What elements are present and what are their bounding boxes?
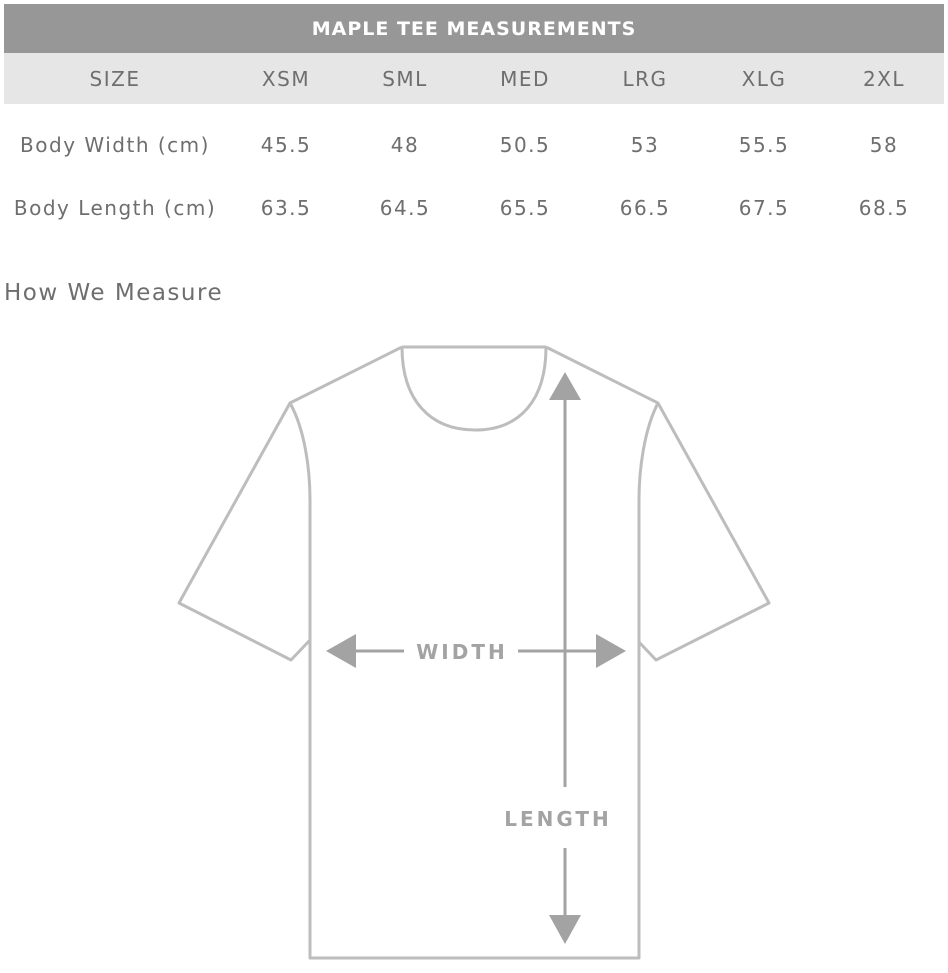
row-label: Body Length (cm): [13, 196, 217, 220]
cell-value: XLG: [741, 66, 787, 91]
arrow-down-icon: [549, 915, 581, 944]
arrow-up-icon: [549, 372, 581, 400]
length-arrow: [549, 372, 581, 944]
cell-value: 53: [630, 133, 660, 157]
arrow-right-icon: [596, 634, 626, 668]
width-label: WIDTH: [416, 640, 507, 664]
cell-value: SML: [382, 66, 428, 91]
cell-value: XSM: [261, 66, 311, 91]
cell-value: MED: [500, 66, 550, 91]
cell-value: 58: [869, 133, 899, 157]
cell-value: LRG: [622, 66, 668, 91]
table-title: MAPLE TEE MEASUREMENTS: [4, 4, 944, 53]
cell-value: 55.5: [738, 133, 790, 157]
row-label: Body Width (cm): [20, 133, 210, 157]
length-label: LENGTH: [504, 807, 612, 831]
t-shirt-outline-icon: [177, 345, 771, 960]
cell-value: 45.5: [260, 133, 312, 157]
cell-value: 63.5: [260, 196, 312, 220]
cell-value: 66.5: [619, 196, 671, 220]
size-header-row: SIZE XSM SML MED LRG XLG 2XL: [4, 53, 944, 104]
cell-value: 64.5: [379, 196, 431, 220]
arrow-left-icon: [326, 634, 356, 668]
row-label: SIZE: [89, 66, 141, 91]
table-row: Body Length (cm) 63.5 64.5 65.5 66.5 67.5 68.5: [4, 183, 944, 233]
table-row: Body Width (cm) 45.5 48 50.5 53 55.5 58: [4, 120, 944, 170]
how-we-measure-heading: How We Measure: [4, 280, 224, 306]
width-arrow: [326, 634, 626, 668]
cell-value: 67.5: [738, 196, 790, 220]
cell-value: 68.5: [858, 196, 910, 220]
cell-value: 50.5: [499, 133, 551, 157]
cell-value: 48: [390, 133, 420, 157]
cell-value: 2XL: [862, 66, 906, 91]
cell-value: 65.5: [499, 196, 551, 220]
